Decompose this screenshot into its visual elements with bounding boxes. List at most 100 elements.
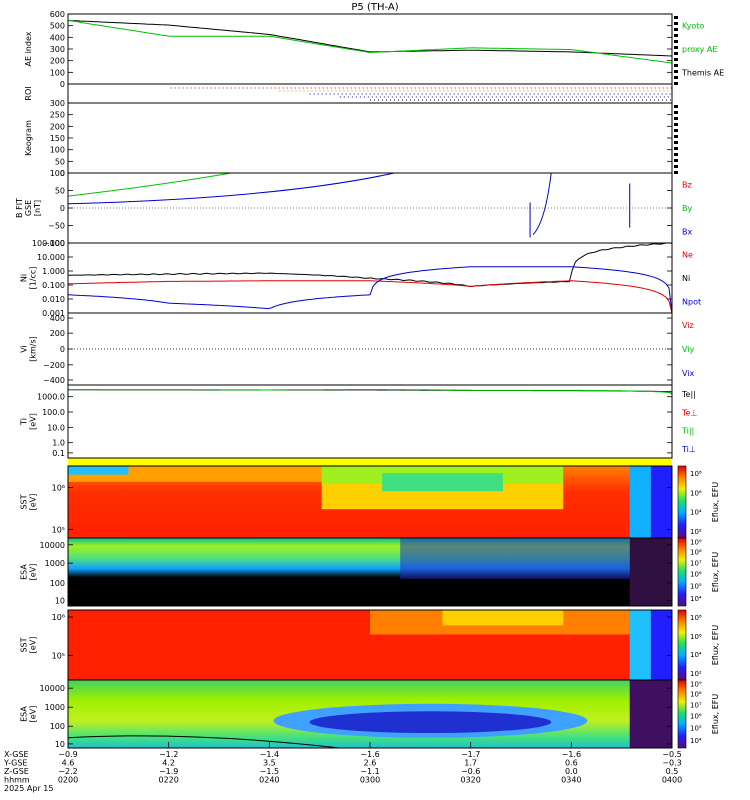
colorbar-tick: 10⁶: [690, 712, 702, 720]
right-tick-mark: [674, 16, 678, 19]
svg-text:Eflux, EFU: Eflux, EFU: [711, 625, 720, 666]
footer-value: −2.2: [58, 767, 77, 776]
footer-value: 1.7: [464, 759, 477, 768]
ytick-label: −400: [43, 376, 65, 385]
colorbar: [677, 679, 687, 749]
legend-label: Ti||: [681, 427, 694, 436]
colorbar-tick: 10⁴: [690, 737, 702, 745]
series-line: [67, 19, 673, 57]
right-tick-mark: [674, 141, 678, 144]
ylabel-ssti: SST [eV]: [20, 637, 38, 654]
right-tick-mark: [674, 171, 678, 174]
ytick-label: 1000.0: [37, 393, 65, 402]
panel-frame: [67, 102, 673, 174]
right-tick-mark: [674, 159, 678, 162]
right-tick-mark: [674, 123, 678, 126]
ylabel-vel: Vi [km/s]: [20, 336, 38, 362]
ytick-label: 10000: [40, 684, 65, 693]
ytick-label: 10000: [40, 541, 65, 550]
footer-value: 0320: [460, 776, 480, 785]
footer-value: 0340: [561, 776, 581, 785]
legend-label: Viy: [682, 345, 695, 354]
ytick-label: 100: [50, 722, 65, 731]
colorbar-tick: 10²: [690, 670, 702, 678]
svg-text:ESA: ESA: [20, 706, 29, 722]
footer-value: 0400: [662, 776, 682, 785]
ytick-label: 1.000: [42, 267, 65, 276]
footer-value: −1.9: [159, 767, 178, 776]
colorbar: [677, 465, 687, 539]
footer-rowlabel: 2025 Apr 15: [4, 784, 53, 793]
colorbar-tick: 10⁴: [690, 595, 702, 603]
ytick-label: 600: [50, 10, 65, 19]
ylabel-dens: Ni [1/cc]: [20, 267, 38, 290]
ytick-label: 1000: [45, 703, 65, 712]
chart-title: P5 (TH-A): [351, 2, 398, 13]
footer-value: 4.6: [62, 759, 75, 768]
footer-value: −0.3: [662, 759, 681, 768]
legend-label: Npot: [682, 297, 701, 306]
series-line: [67, 172, 232, 197]
series-line: [68, 242, 673, 288]
colorbar-label: Eflux, EFU: [711, 625, 720, 666]
footer-value: −0.9: [58, 750, 77, 759]
colorbar-tick: 10⁶: [690, 633, 702, 641]
ytick-label: 200: [50, 57, 65, 66]
ytick-label: 10.0: [47, 423, 65, 432]
colorbar-tick: 10⁶: [690, 490, 702, 498]
ytick-label: 100: [50, 169, 65, 178]
right-tick-mark: [674, 52, 678, 55]
legend-label: Bz: [682, 181, 692, 190]
footer-value: −0.5: [662, 750, 681, 759]
right-tick-mark: [674, 129, 678, 132]
colorbar: [677, 609, 687, 681]
ytick-label: 300: [50, 99, 65, 108]
ytick-label: 0.100: [42, 281, 65, 290]
colorbar-tick: 10⁸: [690, 549, 702, 557]
ytick-label: 250: [50, 111, 65, 120]
colorbar: [677, 537, 687, 607]
ytick-label: 0: [60, 80, 65, 89]
legend-label: Ti⊥: [681, 445, 696, 454]
colorbar-tick: 10⁵: [690, 725, 702, 733]
ytick-label: 1000: [45, 559, 65, 568]
svg-text:[eV]: [eV]: [29, 413, 38, 430]
footer-rowlabel: Z-GSE: [4, 767, 29, 776]
ytick-label: 10⁶: [52, 613, 65, 622]
colorbar-label: Eflux, EFU: [711, 482, 720, 523]
right-tick-mark: [674, 82, 678, 85]
right-tick-mark: [674, 34, 678, 37]
ytick-label: 300: [50, 45, 65, 54]
right-tick-mark: [674, 40, 678, 43]
ytick-label: 0: [60, 169, 65, 178]
legend-label: proxy AE: [682, 45, 717, 54]
ytick-label: 200: [50, 122, 65, 131]
legend-label: Ni: [682, 274, 690, 283]
series-line: [67, 172, 395, 205]
legend-label: By: [682, 204, 692, 213]
ytick-label: 200: [50, 329, 65, 338]
svg-text:[km/s]: [km/s]: [29, 336, 38, 362]
ylabel-temp: Ti [eV]: [20, 413, 38, 430]
svg-text:B FIT: B FIT: [15, 198, 24, 218]
colorbar-tick: 10⁴: [690, 508, 702, 516]
footer-value: −0.6: [461, 767, 480, 776]
footer-value: 0300: [360, 776, 380, 785]
ylabel-esai: ESA [eV]: [20, 706, 38, 723]
ytick-label: 0.010: [42, 295, 65, 304]
footer-value: 0220: [158, 776, 178, 785]
footer-value: 0.0: [565, 767, 578, 776]
series-line: [67, 280, 673, 314]
ytick-label: 100.000: [32, 239, 65, 248]
ytick-label: 10: [55, 740, 65, 749]
legend-label: Kyoto: [682, 22, 704, 31]
right-tick-mark: [674, 22, 678, 25]
svg-text:[eV]: [eV]: [29, 494, 38, 511]
panel-frame: [67, 384, 673, 459]
series-line: [529, 172, 552, 238]
footer-value: 4.2: [162, 759, 175, 768]
ytick-label: 100: [50, 68, 65, 77]
footer-value: −1.7: [461, 750, 480, 759]
footer-value: 0240: [259, 776, 279, 785]
